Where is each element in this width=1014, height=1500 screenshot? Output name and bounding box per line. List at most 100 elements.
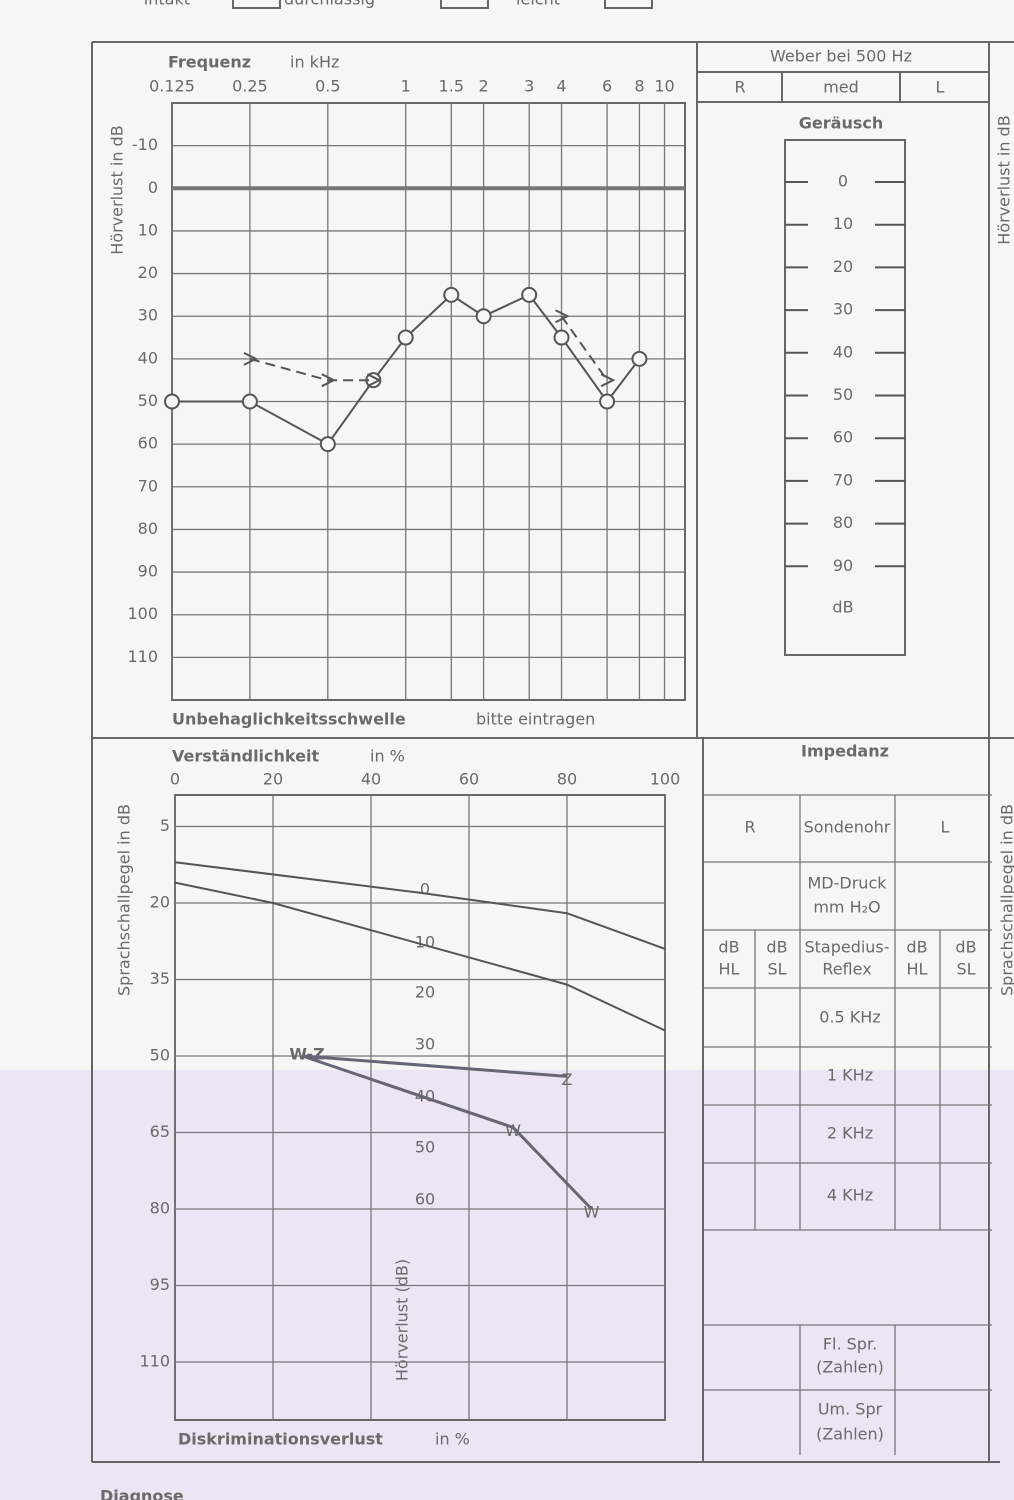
series-line <box>301 1054 593 1211</box>
footer-note: in % <box>435 1430 470 1449</box>
reflex-header: HL <box>719 960 740 979</box>
noise-tick-label: 50 <box>833 385 853 404</box>
point <box>243 351 259 366</box>
x-unit: in kHz <box>290 53 339 72</box>
x-tick-label: 80 <box>557 770 577 789</box>
loss-label: 50 <box>415 1138 435 1157</box>
noise-tick-label: 0 <box>838 172 848 191</box>
point <box>600 373 616 388</box>
y-tick-label: 35 <box>150 969 170 988</box>
y-tick-label: 80 <box>150 1199 170 1218</box>
x-tick-label: 0.5 <box>315 77 340 96</box>
weber-cell: L <box>936 78 945 97</box>
impedance-row: 2 KHz <box>827 1124 873 1143</box>
impedance-footer: (Zahlen) <box>816 1425 884 1444</box>
weber-cell: R <box>734 78 745 97</box>
x-unit: in % <box>370 747 405 766</box>
point <box>241 393 258 410</box>
top-label: leicht <box>516 0 560 9</box>
impedance-row: 4 KHz <box>827 1186 873 1205</box>
footer-note: bitte eintragen <box>476 710 595 729</box>
y-tick-label: 10 <box>138 220 158 239</box>
point-letter: W <box>505 1121 521 1140</box>
reflex-header: dB <box>718 938 739 957</box>
reflex-header: SL <box>767 960 786 979</box>
y-axis-label: Sprachschallpegel in dB <box>115 804 134 996</box>
y-tick-label: 40 <box>138 348 158 367</box>
reflex-header: Stapedius- <box>804 938 889 957</box>
loss-label: 10 <box>415 933 435 952</box>
weber-title: Weber bei 500 Hz <box>770 47 912 66</box>
x-tick-label: 0.25 <box>232 77 268 96</box>
reflex-header: Reflex <box>822 960 871 979</box>
x-tick-label: 2 <box>479 77 489 96</box>
y-tick-label: 110 <box>127 647 158 666</box>
point <box>553 329 570 346</box>
y-tick-label: 90 <box>138 562 158 581</box>
y-tick-label: 20 <box>138 263 158 282</box>
series-line <box>249 315 608 382</box>
reflex-header: dB <box>906 938 927 957</box>
y-tick-label: 80 <box>138 519 158 538</box>
noise-tick-label: 90 <box>833 556 853 575</box>
point <box>599 393 616 410</box>
x-tick-label: 0.125 <box>149 77 195 96</box>
point-letter: Z <box>562 1070 573 1089</box>
y-tick-label: -10 <box>132 135 158 154</box>
noise-tick-label: 40 <box>833 342 853 361</box>
x-tick-label: 40 <box>361 770 381 789</box>
impedance-grid <box>703 794 992 1455</box>
point <box>397 329 414 346</box>
y-tick-label: 60 <box>138 434 158 453</box>
chart-title: Frequenz <box>168 53 251 72</box>
impedance-footer: (Zahlen) <box>816 1358 884 1377</box>
y-tick-label: 5 <box>160 816 170 835</box>
y-tick-label: 100 <box>127 604 158 623</box>
noise-unit: dB <box>832 598 853 617</box>
reflex-header: dB <box>955 938 976 957</box>
impedance-title: Impedanz <box>801 742 889 761</box>
y-tick-label: 30 <box>138 306 158 325</box>
series-line <box>174 861 666 950</box>
point <box>631 350 648 367</box>
noise-tick-label: 70 <box>833 470 853 489</box>
reflex-header: HL <box>907 960 928 979</box>
x-tick-label: 10 <box>654 77 674 96</box>
noise-tick-label: 30 <box>833 300 853 319</box>
point-letter: W <box>584 1203 600 1222</box>
impedance-header: Sondenohr <box>804 818 891 837</box>
series-line <box>174 881 666 1032</box>
x-tick-label: 6 <box>602 77 612 96</box>
x-tick-label: 3 <box>524 77 534 96</box>
point <box>164 393 180 410</box>
loss-label: 30 <box>415 1035 435 1054</box>
noise-tick-label: 10 <box>833 214 853 233</box>
right-label: Hörverlust in dB <box>995 115 1014 244</box>
x-tick-label: 20 <box>263 770 283 789</box>
noise-tick-label: 60 <box>833 428 853 447</box>
noise-tick-label: 20 <box>833 257 853 276</box>
x-tick-label: 8 <box>634 77 644 96</box>
impedance-druck: mm H₂O <box>813 898 880 917</box>
impedance-row: 1 KHz <box>827 1066 873 1085</box>
y-tick-label: 20 <box>150 893 170 912</box>
impedance-header: L <box>941 818 950 837</box>
impedance-footer: Um. Spr <box>818 1400 883 1419</box>
point <box>319 436 336 453</box>
chart-footer: Unbehaglichkeitsschwelle <box>172 710 406 729</box>
y-axis-label: Hörverlust in dB <box>108 125 127 254</box>
impedance-row: 0.5 KHz <box>819 1008 880 1027</box>
point <box>443 286 460 303</box>
y-tick-label: 50 <box>138 391 158 410</box>
center-label: Hörverlust (dB) <box>393 1259 412 1381</box>
right-label: Sprachschallpegel in dB <box>998 804 1014 996</box>
reflex-header: dB <box>766 938 787 957</box>
y-tick-label: 0 <box>148 178 158 197</box>
noise-tick-label: 80 <box>833 513 853 532</box>
x-tick-label: 4 <box>556 77 566 96</box>
frame <box>91 0 1014 1463</box>
chart-footer: Diskriminationsverlust <box>178 1430 383 1449</box>
y-tick-label: 65 <box>150 1122 170 1141</box>
